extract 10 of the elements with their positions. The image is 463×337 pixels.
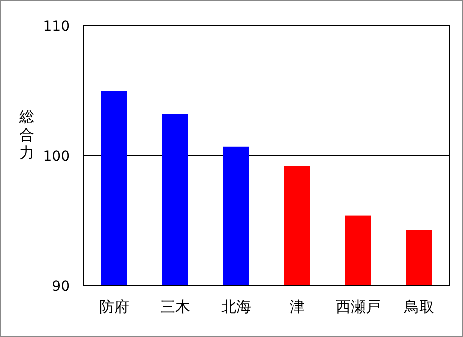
x-tick-label: 津 [290, 298, 305, 316]
y-tick-label: 100 [43, 149, 70, 165]
x-tick-label: 鳥取 [404, 298, 434, 316]
x-tick-label: 防府 [100, 298, 130, 316]
y-tick-label: 90 [52, 279, 70, 295]
y-tick-label: 110 [43, 19, 70, 35]
x-tick-label: 西瀬戸 [336, 298, 381, 316]
x-tick-label: 三木 [160, 298, 190, 316]
x-tick-label: 北海 [222, 298, 252, 316]
y-axis-title: 総合力 [18, 108, 34, 162]
